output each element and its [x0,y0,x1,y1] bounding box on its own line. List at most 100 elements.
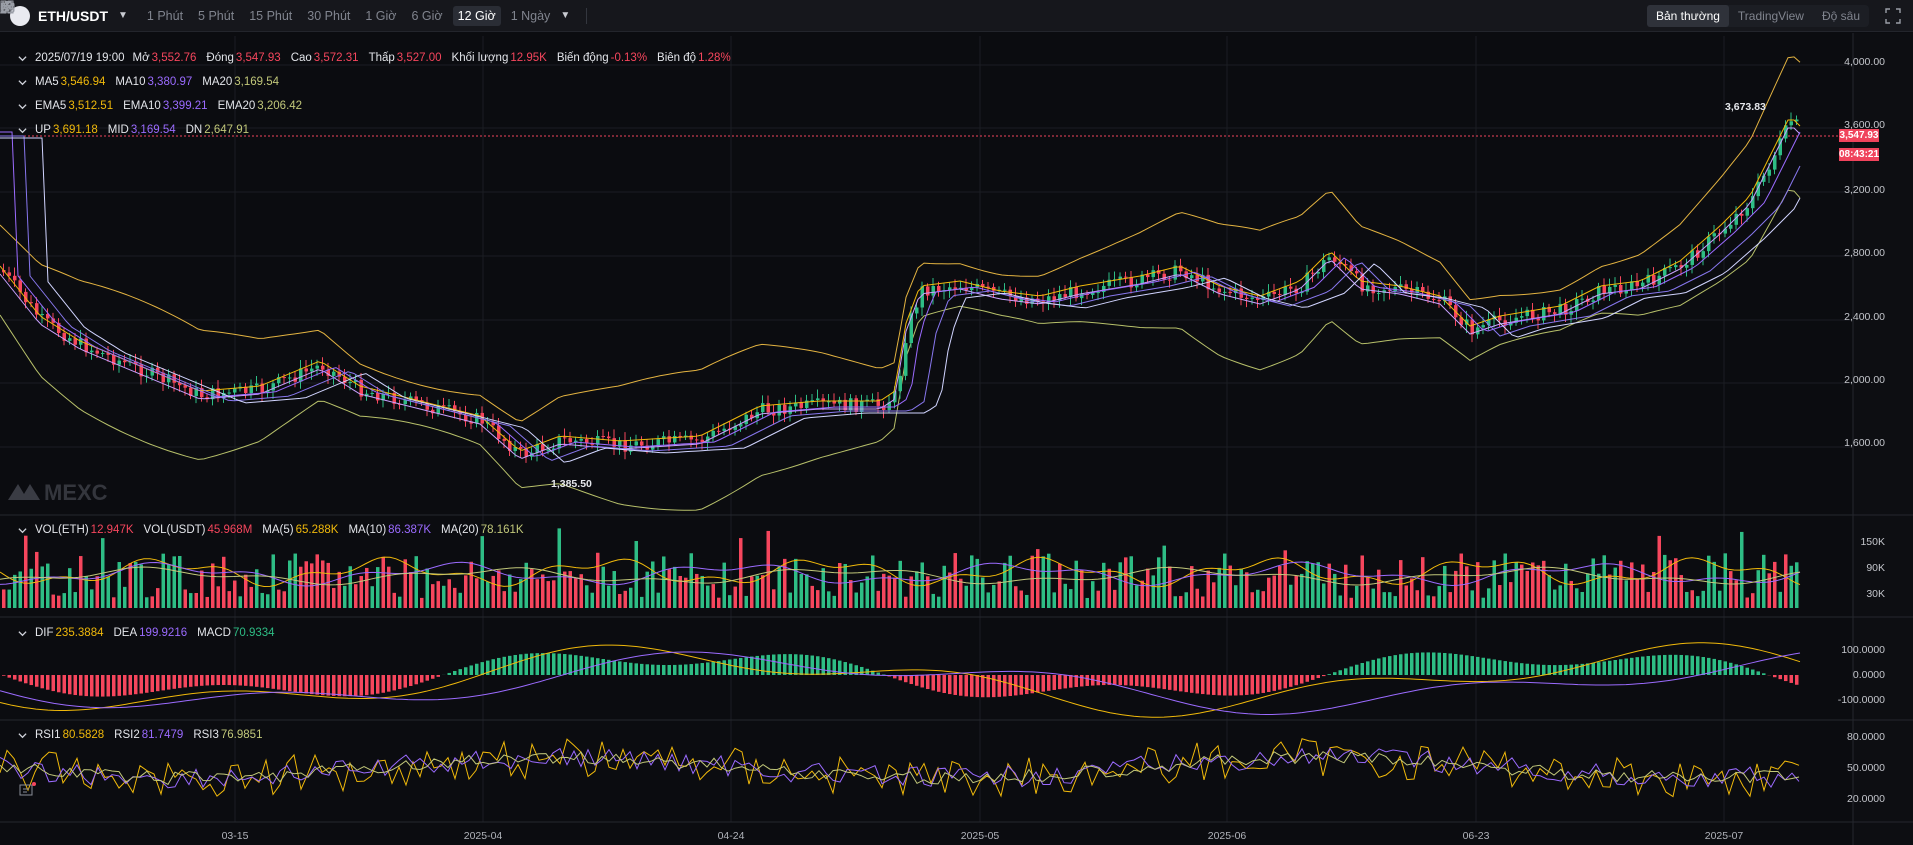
timeframe-6h[interactable]: 6 Giờ [411,8,443,23]
candle-body [513,447,517,451]
timeframe-1d[interactable]: 1 Ngày [510,8,551,23]
macd-histogram-bar [1591,662,1595,675]
macd-histogram-bar [359,675,363,696]
timeframe-15m[interactable]: 15 Phút [249,8,293,23]
macd-histogram-bar [68,675,72,695]
volume-bar [1360,555,1364,608]
volume-bar [827,591,831,608]
volume-ma10-line [0,561,1801,587]
volume-bar [546,581,550,608]
macd-histogram-bar [1338,670,1342,675]
volume-bar [1278,566,1282,608]
volume-bar [13,574,17,608]
ema5-value: 3,512.51 [68,100,114,112]
macd-histogram-bar [381,675,385,693]
volume-bar [1531,562,1535,608]
boll-lower-band [0,189,1801,511]
candle-body [1146,274,1150,278]
chevron-down-icon[interactable] [18,102,27,111]
candle-body [1773,155,1777,170]
view-standard[interactable]: Bản thường [1646,5,1729,27]
candle-body [1437,300,1441,302]
volume-bar [1696,596,1700,608]
vol-ma10-label: MA(10) [348,524,387,536]
dea-value: 199.9216 [139,627,188,639]
ma20-line [0,137,1801,463]
macd-histogram-bar [541,653,545,675]
macd-histogram-bar [425,675,429,681]
candle-body [601,436,605,438]
candle-body [535,444,539,453]
macd-histogram-bar [904,675,908,683]
candle-body [1080,294,1084,299]
candle-body [233,388,237,393]
macd-histogram-bar [139,675,143,694]
camera-icon[interactable] [0,1,776,24]
volume-bar [1003,562,1007,608]
volume-bar [1635,578,1639,608]
candle-body [447,405,451,407]
candle-body [1674,265,1678,268]
candle-body [425,402,429,410]
candle-body [1355,271,1359,274]
candle-body [1014,296,1018,302]
macd-histogram-bar [343,675,347,697]
volume-bar [662,556,666,608]
macd-histogram-bar [1553,665,1557,675]
macd-histogram-bar [1465,655,1469,675]
macd-histogram-bar [607,659,611,675]
macd-histogram-bar [1547,665,1551,675]
candle-body [469,421,473,424]
macd-histogram-bar [1360,662,1364,675]
chevron-down-icon: ▼ [118,10,128,21]
rsi-axis-tick: 50.0000 [1847,762,1885,774]
volume-bar [1118,562,1122,608]
candle-body [24,291,28,303]
chevron-down-icon[interactable] [18,731,27,740]
candle-body [1591,300,1595,302]
chevron-down-icon[interactable] [18,526,27,535]
date-axis-tick: 04-24 [717,830,745,842]
candle-body [992,286,996,291]
candle-body [1613,284,1617,287]
timeframe-5m[interactable]: 5 Phút [198,8,235,23]
indicator-settings-icon[interactable] [18,782,36,798]
macd-histogram-bar [315,675,319,695]
timeframe-30m[interactable]: 30 Phút [307,8,351,23]
macd-histogram-bar [634,663,638,675]
volume-bar [1624,580,1628,608]
volume-bar [1151,575,1155,608]
volume-bar [1679,575,1683,608]
macd-histogram-bar [1558,665,1562,675]
macd-histogram-bar [722,660,726,675]
candle-body [266,390,270,394]
volume-bar [1619,560,1623,608]
macd-histogram-bar [370,675,374,695]
volume-bar [1393,596,1397,608]
candle-body [574,440,578,443]
view-tradingview[interactable]: TradingView [1737,9,1804,23]
macd-histogram-bar [585,656,589,675]
timeframe-1h[interactable]: 1 Giờ [365,8,397,23]
volume-bar [1608,574,1612,608]
macd-histogram-bar [948,675,952,695]
macd-histogram-bar [491,659,495,675]
candle-body [827,401,831,403]
candle-body [414,396,418,401]
timeframe-1m[interactable]: 1 Phút [146,8,184,23]
macd-histogram-bar [854,665,858,675]
macd-histogram-bar [337,675,341,697]
chevron-down-icon[interactable] [18,126,27,135]
candle-body [557,437,561,449]
timeframe-more-icon[interactable]: ▼ [560,10,571,21]
chevron-down-icon[interactable] [18,54,27,63]
chevron-down-icon[interactable] [18,78,27,87]
volume-bar [106,576,110,608]
timeframe-12h[interactable]: 12 Giờ [452,5,501,26]
chevron-down-icon[interactable] [18,629,27,638]
macd-histogram-bar [1663,654,1667,675]
view-depth[interactable]: Độ sâu [1821,9,1860,23]
fullscreen-icon[interactable] [1885,8,1901,24]
candle-body [84,338,88,353]
